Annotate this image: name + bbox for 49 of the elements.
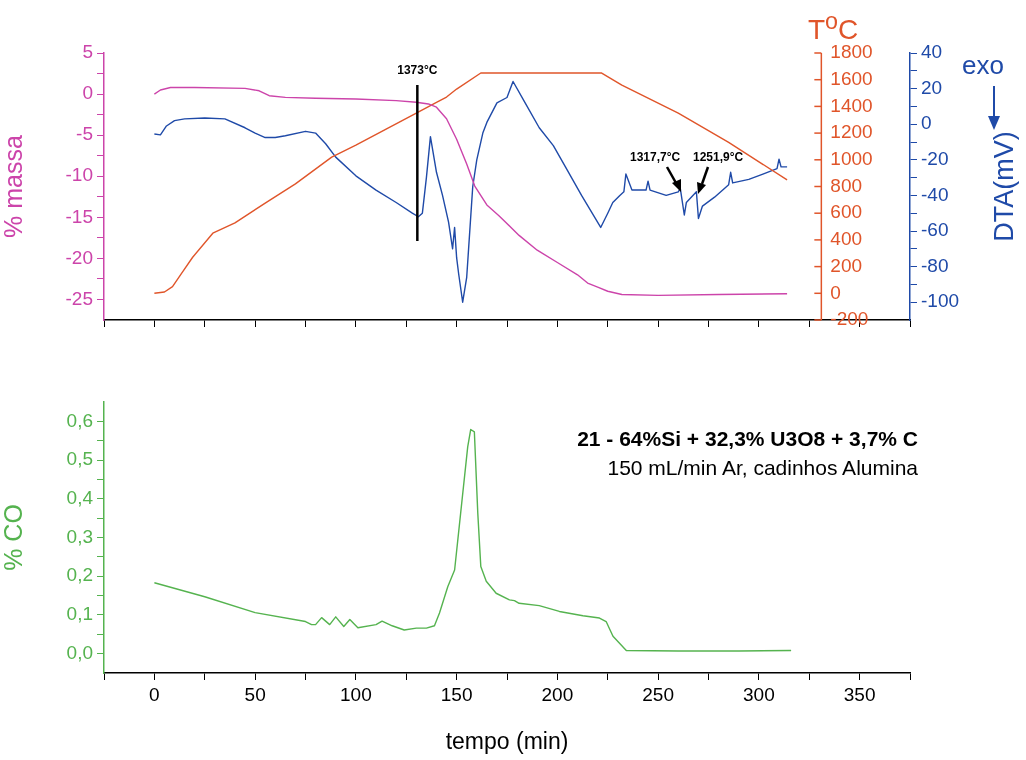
x-tick-label: 200 xyxy=(541,683,574,705)
y3-tick-label: -100 xyxy=(921,290,960,312)
y2-tick-label: 1400 xyxy=(830,94,873,116)
y-tick-label: -20 xyxy=(65,246,93,268)
y-tick-label: -15 xyxy=(65,205,93,227)
y-tick-label: 0,3 xyxy=(66,525,93,547)
y2-tick-label: 1000 xyxy=(830,148,873,170)
y3-tick-label: -20 xyxy=(921,148,949,170)
y-tick-label: -5 xyxy=(76,123,93,145)
y2-tick-label: 800 xyxy=(830,174,863,196)
y2-tick-label: 1600 xyxy=(830,67,873,89)
y-tick-label: 0,5 xyxy=(66,448,93,470)
y3-tick-label: -60 xyxy=(921,219,949,241)
y-tick-label: -10 xyxy=(65,164,93,186)
y2-tick-label: 600 xyxy=(830,201,863,223)
annotation: 1317,7°C xyxy=(630,150,681,164)
x-tick-label: 0 xyxy=(149,683,160,705)
y3-tick-label: -80 xyxy=(921,254,949,276)
y3-tick-label: 40 xyxy=(921,41,943,63)
y-axis-title: % CO xyxy=(0,504,27,571)
y-axis-title: % massa xyxy=(0,135,27,238)
x-tick-label: 50 xyxy=(244,683,266,705)
y-tick-label: 0,4 xyxy=(66,487,94,509)
x-tick-label: 150 xyxy=(440,683,473,705)
y2-tick-label: 1200 xyxy=(830,121,873,143)
y3-tick-label: 0 xyxy=(921,112,932,134)
y2-tick-label: 400 xyxy=(830,228,863,250)
x-tick-label: 100 xyxy=(340,683,372,705)
y-tick-label: 0,2 xyxy=(66,564,93,586)
y3-axis-title: DTA(mV) xyxy=(989,131,1020,242)
y2-tick-label: 0 xyxy=(830,281,841,303)
y-tick-label: 5 xyxy=(82,41,93,63)
y-tick-label: -25 xyxy=(65,287,93,309)
x-tick-label: 300 xyxy=(743,683,775,705)
text: exo xyxy=(962,50,1004,81)
y-tick-label: 0 xyxy=(82,82,93,104)
annotation: 150 mL/min Ar, cadinhos Alumina xyxy=(607,456,918,480)
y3-tick-label: -40 xyxy=(921,183,949,205)
y-tick-label: 0,1 xyxy=(66,603,93,625)
annotation: 1251,9°C xyxy=(693,150,744,164)
y3-tick-label: 20 xyxy=(921,76,943,98)
x-tick-label: 350 xyxy=(843,683,876,705)
ref-line-label: 1373°C xyxy=(397,63,438,78)
y2-tick-label: 200 xyxy=(830,254,863,276)
y-tick-label: 0,6 xyxy=(66,409,93,431)
x-tick-label: 250 xyxy=(642,683,674,705)
y-tick-label: 0,0 xyxy=(66,641,93,663)
annotation: 21 - 64%Si + 32,3% U3O8 + 3,7% C xyxy=(577,427,918,451)
x-axis-title: tempo (min) xyxy=(445,727,569,754)
